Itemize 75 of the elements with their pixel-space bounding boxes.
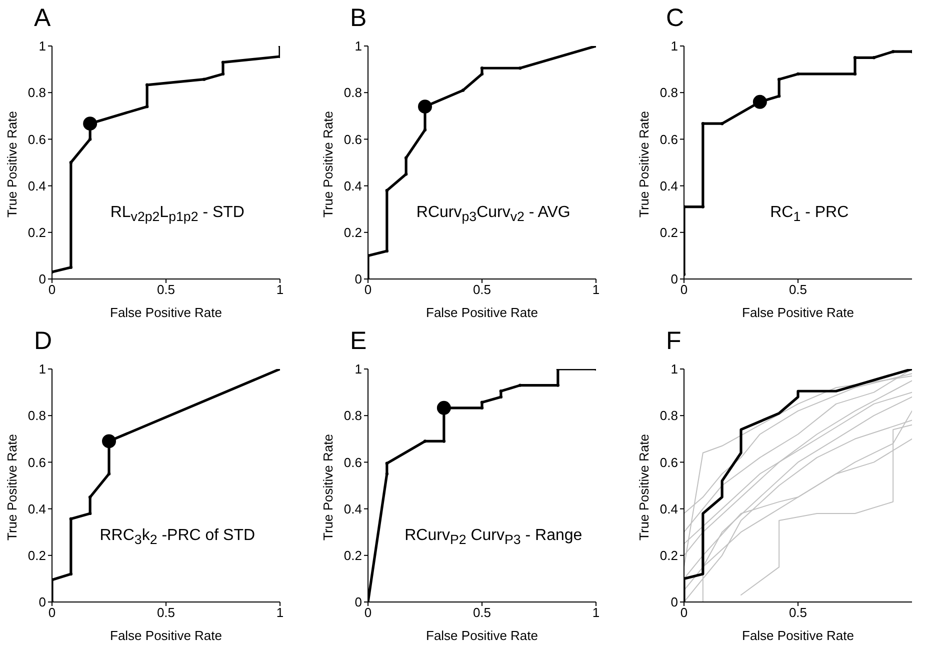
annotation: RL$_{v2p2}$L$_{p1p2}$ - STD xyxy=(110,204,244,225)
chart-title: A xyxy=(34,4,51,33)
x-tick-label: 1 xyxy=(276,605,284,620)
y-tick-label: 0.4 xyxy=(28,178,46,194)
y-tick-label: 0.2 xyxy=(28,548,46,564)
y-tick-label: 0.4 xyxy=(344,501,362,516)
y-tick-label: 0.2 xyxy=(344,225,362,240)
y-tick-label: 0.2 xyxy=(344,548,362,564)
y-tick-label: 0.6 xyxy=(660,454,678,470)
x-tick-label: 0.5 xyxy=(156,605,176,620)
x-tick-label: 0 xyxy=(48,282,56,298)
y-tick-label: 0 xyxy=(38,272,46,287)
y-tick-label: 0.6 xyxy=(660,132,678,147)
y-axis-title: True Positive Rate xyxy=(4,111,20,218)
annotation: RCurv$_{P2}$ Curv$_{P3}$ - Range xyxy=(404,527,582,548)
y-tick-label: 1 xyxy=(670,38,678,54)
x-tick-label: 1 xyxy=(276,282,284,298)
y-tick-label: 0.6 xyxy=(28,454,46,470)
y-tick-label: 0 xyxy=(670,594,678,610)
x-axis-title: False Positive Rate xyxy=(426,305,538,320)
y-tick-label: 0.2 xyxy=(28,225,46,240)
annotation: RC$_{1}$ - PRC xyxy=(770,204,849,225)
x-axis-title: False Positive Rate xyxy=(110,628,222,643)
chart-title: D xyxy=(34,327,52,356)
x-axis-title: False Positive Rate xyxy=(426,628,538,643)
y-tick-label: 0.6 xyxy=(344,132,362,147)
y-tick-label: 0.8 xyxy=(660,408,678,424)
x-tick-label: 0.5 xyxy=(788,605,808,620)
y-tick-label: 0.8 xyxy=(344,408,362,424)
y-axis-title: True Positive Rate xyxy=(636,111,652,218)
x-tick-label: 1 xyxy=(592,282,600,298)
y-tick-label: 0.2 xyxy=(660,548,678,564)
x-axis-title: False Positive Rate xyxy=(742,305,854,320)
y-tick-label: 0.2 xyxy=(660,225,678,240)
y-tick-label: 0.8 xyxy=(28,408,46,424)
y-tick-label: 0 xyxy=(670,272,678,287)
y-tick-label: 1 xyxy=(38,362,46,377)
y-axis-title: True Positive Rate xyxy=(320,434,336,540)
x-tick-label: 0 xyxy=(364,605,372,620)
y-tick-label: 0.6 xyxy=(344,454,362,470)
y-tick-label: 1 xyxy=(354,362,362,377)
x-axis-title: False Positive Rate xyxy=(742,628,854,643)
x-tick-label: 0.5 xyxy=(472,282,492,298)
y-tick-label: 0.8 xyxy=(660,85,678,100)
y-tick-label: 0.4 xyxy=(660,178,678,194)
y-axis-title: True Positive Rate xyxy=(636,434,652,540)
y-tick-label: 0.4 xyxy=(28,501,46,516)
y-tick-label: 0.4 xyxy=(660,501,678,516)
x-axis-title: False Positive Rate xyxy=(110,305,222,320)
y-tick-label: 0 xyxy=(38,594,46,610)
x-tick-label: 0 xyxy=(48,605,56,620)
x-tick-label: 0.5 xyxy=(156,282,176,298)
annotation: RCurv$_{p3}$Curv$_{v2}$ - AVG xyxy=(416,204,570,225)
y-axis-title: True Positive Rate xyxy=(4,434,20,540)
x-tick-label: 1 xyxy=(592,605,600,620)
x-tick-label: 0 xyxy=(364,282,372,298)
y-tick-label: 0.4 xyxy=(344,178,362,194)
y-tick-label: 0.8 xyxy=(344,85,362,100)
y-tick-label: 1 xyxy=(670,362,678,377)
chart-title: E xyxy=(350,327,367,356)
annotation: RRC$_{3}$k$_{2}$ -PRC of STD xyxy=(100,527,256,548)
y-tick-label: 0 xyxy=(354,272,362,287)
chart-title: F xyxy=(666,327,682,356)
chart-title: C xyxy=(666,4,684,33)
y-tick-label: 0.8 xyxy=(28,85,46,100)
x-tick-label: 0 xyxy=(680,605,688,620)
chart-title: B xyxy=(350,4,367,33)
y-axis-title: True Positive Rate xyxy=(320,111,336,218)
x-tick-label: 0.5 xyxy=(788,282,808,298)
y-tick-label: 0.6 xyxy=(28,132,46,147)
y-tick-label: 0 xyxy=(354,594,362,610)
y-tick-label: 1 xyxy=(38,38,46,54)
x-tick-label: 0 xyxy=(680,282,688,298)
x-tick-label: 0.5 xyxy=(472,605,492,620)
y-tick-label: 1 xyxy=(354,38,362,54)
